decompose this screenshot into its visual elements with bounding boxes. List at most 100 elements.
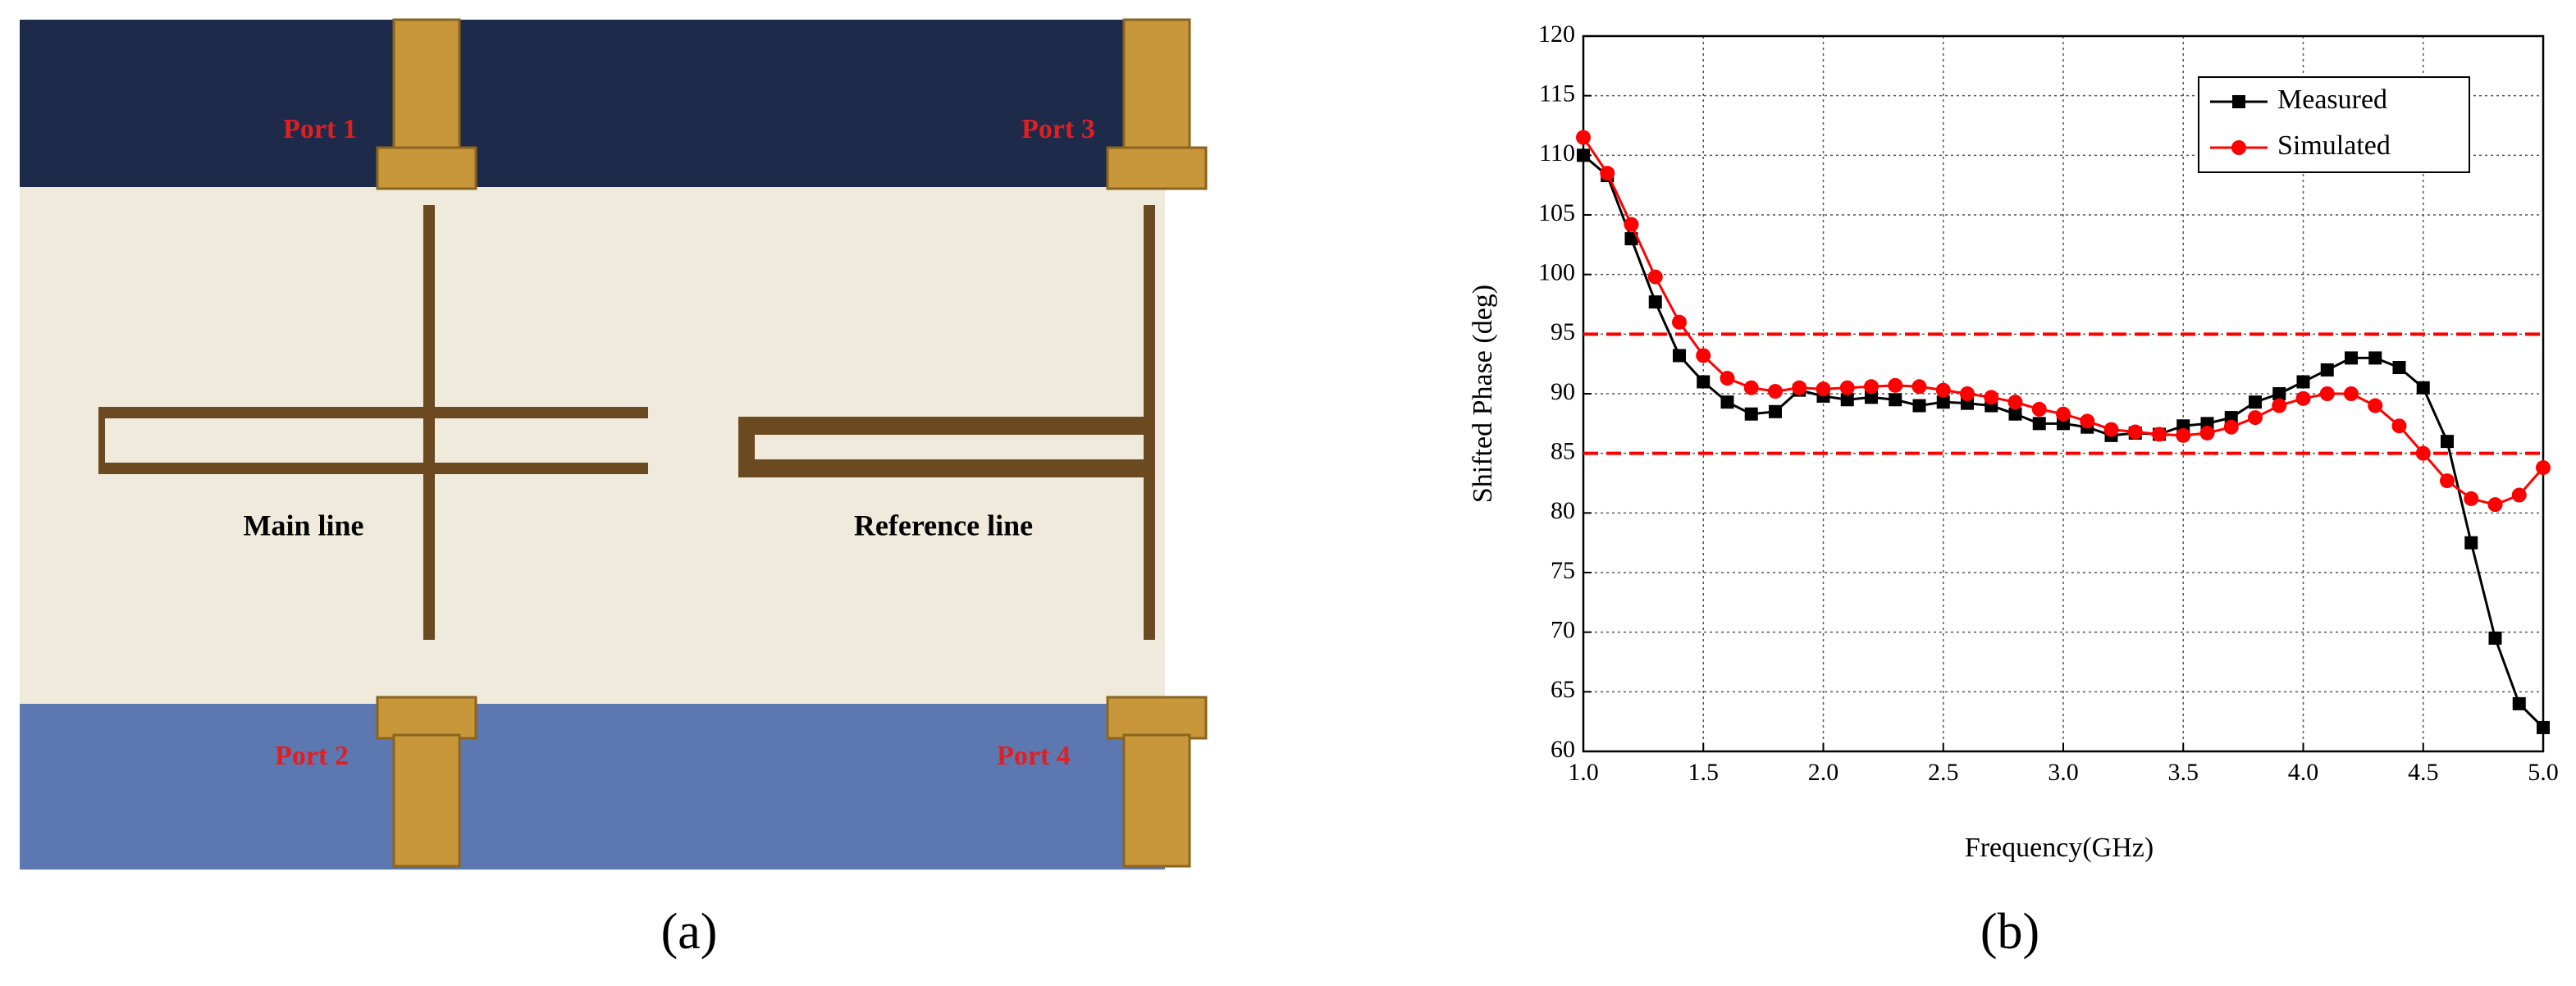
data-point [2103, 422, 2119, 437]
data-point [2537, 720, 2550, 734]
data-point [1624, 217, 1639, 232]
data-point [1984, 390, 1999, 405]
data-point [2536, 460, 2551, 476]
port-label: Port 3 [1021, 114, 1095, 144]
data-point [2008, 407, 2022, 421]
data-point [1768, 384, 1783, 399]
legend-label: Simulated [2277, 130, 2391, 161]
data-point [2416, 381, 2430, 395]
background-bottom [20, 697, 1165, 870]
data-point [1697, 375, 1710, 389]
data-point [2295, 390, 2311, 406]
legend-box [2198, 76, 2470, 173]
data-point [2199, 425, 2215, 441]
data-point [1744, 407, 1758, 421]
legend-marker [2232, 95, 2245, 108]
data-point [1743, 380, 1759, 395]
data-point [2223, 419, 2239, 435]
data-point [2319, 386, 2335, 401]
connectors [376, 18, 1208, 868]
data-point [2296, 375, 2310, 389]
y-tick-label: 120 [1538, 21, 1575, 48]
data-point [2344, 386, 2359, 401]
y-tick-label: 100 [1538, 259, 1575, 286]
data-point [2440, 473, 2455, 489]
caption: (b) [1980, 904, 2039, 960]
port-label: Port 2 [275, 741, 349, 771]
x-tick-label: 4.0 [2288, 759, 2319, 786]
data-point [2272, 398, 2287, 413]
data-point [2391, 418, 2407, 434]
x-tick-label: 1.0 [1568, 759, 1599, 786]
data-point [2127, 424, 2143, 440]
data-point [1816, 381, 1831, 397]
background-top [20, 20, 1165, 192]
data-point [2007, 395, 2023, 410]
data-point [1673, 349, 1686, 363]
data-point [2249, 395, 2262, 409]
data-point [1600, 166, 1615, 181]
data-point [2368, 398, 2383, 413]
data-point [2032, 417, 2046, 431]
series-line [1583, 154, 2545, 728]
data-point [1912, 399, 1926, 413]
data-point [2272, 387, 2286, 400]
photo: Port 1 Port 2 Port 3 Port 4 Main line Re… [20, 18, 1208, 870]
port-label: Port 1 [283, 114, 357, 144]
data-point [2176, 427, 2191, 443]
data-point [1936, 395, 1950, 409]
data-point [1720, 395, 1734, 409]
x-tick-label: 5.0 [2528, 759, 2559, 786]
y-tick-label: 110 [1539, 139, 1575, 167]
data-point [1935, 382, 1951, 398]
y-tick-label: 95 [1551, 318, 1575, 345]
y-tick-label: 105 [1538, 199, 1575, 226]
data-point [1792, 380, 1807, 395]
traces [98, 205, 1155, 640]
data-point [1889, 393, 1902, 407]
y-tick-label: 70 [1551, 617, 1575, 644]
data-point [2320, 363, 2334, 377]
data-point [1865, 390, 1878, 404]
data-point [1624, 232, 1638, 246]
x-tick-label: 1.5 [1688, 759, 1720, 786]
data-point [1960, 386, 1975, 401]
line-label: Main line [243, 509, 363, 541]
data-point [2152, 427, 2167, 442]
data-point [1840, 393, 1854, 407]
line-label: Reference line [854, 509, 1033, 541]
y-tick-label: 90 [1551, 378, 1575, 405]
data-point [2415, 445, 2431, 461]
data-point [2056, 406, 2071, 422]
y-tick-label: 60 [1551, 736, 1575, 763]
data-point [2512, 696, 2526, 710]
x-tick-label: 2.5 [1928, 759, 1959, 786]
caption: (a) [661, 904, 718, 960]
data-point [1647, 269, 1663, 285]
x-tick-label: 4.5 [2408, 759, 2439, 786]
data-point [2248, 410, 2263, 426]
data-point [1576, 130, 1591, 145]
data-point [1672, 314, 1687, 330]
data-point [1577, 148, 1590, 162]
legend-label: Measured [2277, 84, 2387, 115]
data-point [2031, 401, 2047, 417]
data-point [2464, 491, 2479, 506]
x-tick-label: 3.0 [2048, 759, 2079, 786]
y-axis-label: Shifted Phase (deg) [1468, 285, 1498, 503]
x-tick-label: 2.0 [1808, 759, 1839, 786]
data-point [2487, 497, 2503, 513]
data-point [1911, 379, 1927, 395]
data-point [2511, 487, 2527, 503]
data-point [2441, 435, 2454, 449]
data-point [2080, 413, 2095, 429]
y-tick-label: 80 [1551, 497, 1575, 524]
board [20, 187, 1165, 704]
data-point [1720, 371, 1735, 386]
y-tick-label: 75 [1551, 557, 1575, 584]
data-point [2488, 631, 2502, 645]
legend-marker [2231, 140, 2246, 155]
data-point [1696, 348, 1711, 363]
data-point [1888, 377, 1903, 393]
